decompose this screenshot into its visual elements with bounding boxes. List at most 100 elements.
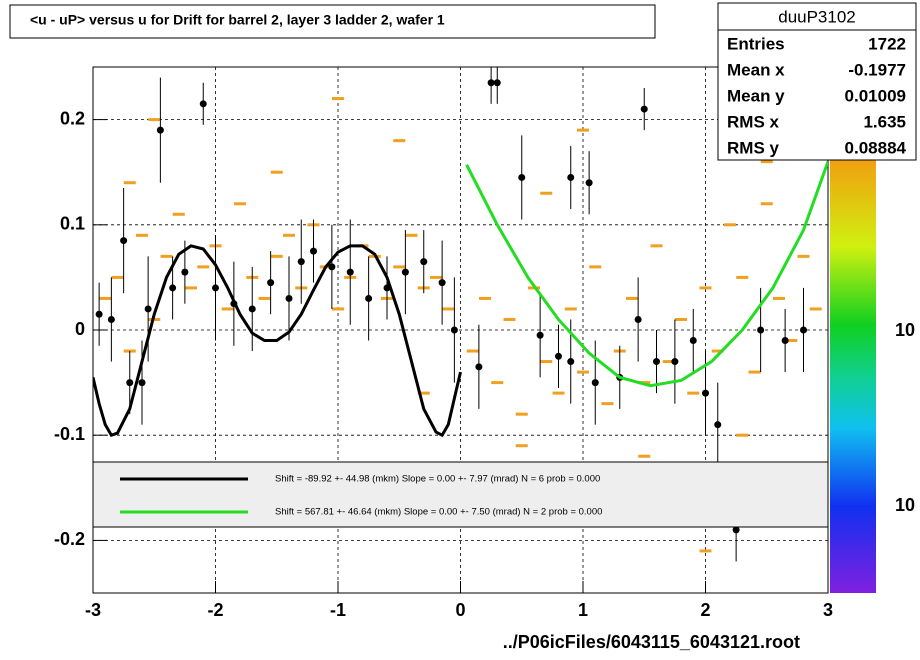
profile-point — [438, 279, 446, 287]
profile-point — [285, 294, 293, 302]
y-tick-label: -0.2 — [54, 529, 85, 549]
profile-point — [671, 358, 679, 366]
x-tick-label: -1 — [330, 600, 346, 620]
histogram-cell — [638, 454, 651, 458]
profile-point — [420, 258, 428, 266]
y-tick-label: 0.1 — [60, 214, 85, 234]
histogram-cell — [662, 360, 675, 364]
histogram-cell — [491, 381, 504, 385]
legend-box — [92, 461, 829, 528]
stats-box: duuP3102 Entries 1722 Mean x -0.1977 Mean y 0… — [717, 2, 917, 161]
histogram-cell — [699, 549, 712, 553]
profile-point — [401, 268, 409, 276]
profile-point — [585, 179, 593, 187]
profile-point — [487, 79, 495, 87]
histogram-cell — [270, 254, 283, 258]
fit-curve — [93, 244, 462, 438]
histogram-cell — [748, 370, 761, 374]
profile-point — [310, 247, 317, 255]
histogram-cell — [270, 170, 283, 174]
histogram-cell — [479, 296, 491, 300]
stats-label: Mean y — [727, 86, 785, 105]
profile-point — [493, 79, 501, 87]
stats-value: 1722 — [868, 34, 906, 53]
histogram-cell — [503, 317, 516, 321]
histogram-cell — [773, 296, 785, 300]
fit-curve — [465, 161, 828, 388]
histogram-cell — [393, 139, 406, 143]
profile-point — [634, 315, 642, 323]
histogram-cell — [552, 391, 565, 395]
histogram-cell — [626, 296, 638, 300]
stats-frame — [717, 2, 917, 161]
profile-point — [689, 337, 697, 345]
y-tick-label: 0.2 — [60, 108, 85, 128]
histogram-cell — [675, 317, 687, 321]
profile-point — [567, 358, 575, 366]
profile-point — [248, 305, 256, 313]
x-axis-label: ../P06icFiles/6043115_6043121.root — [503, 632, 800, 652]
profile-point — [297, 258, 305, 266]
y-tick-label: -0.1 — [54, 424, 85, 444]
histogram-cell — [564, 307, 577, 311]
profile-point — [732, 526, 740, 534]
title-box — [9, 4, 656, 39]
histogram-cell — [687, 391, 700, 395]
x-tick-label: 3 — [823, 600, 833, 620]
profile-point — [653, 358, 660, 366]
histogram-cell — [393, 265, 406, 269]
histogram-cell — [405, 233, 418, 237]
profile-point — [346, 268, 354, 276]
histogram-cell — [760, 160, 773, 164]
histogram-cell — [442, 307, 455, 311]
profile-point — [107, 315, 115, 323]
profile-point — [757, 326, 765, 334]
histogram-cell — [724, 223, 736, 227]
profile-point — [567, 173, 575, 181]
histogram-cell — [650, 244, 663, 248]
x-tick-label: 2 — [700, 600, 710, 620]
histogram-cell — [148, 118, 161, 122]
stats-value: -0.1977 — [848, 60, 906, 79]
profile-point — [365, 294, 373, 302]
colorbar-label: 10 — [895, 495, 915, 515]
histogram-cell — [332, 307, 344, 311]
profile-point — [781, 337, 789, 345]
histogram-cell — [785, 339, 798, 343]
profile-point — [126, 379, 134, 387]
profile-point — [800, 326, 807, 334]
stats-value: 0.08884 — [845, 138, 907, 157]
profile-point — [120, 237, 128, 245]
x-tick-label: 1 — [578, 600, 588, 620]
profile-point — [169, 284, 177, 292]
stats-value: 0.01009 — [845, 86, 906, 105]
histogram-cell — [601, 402, 614, 406]
histogram-cell — [185, 286, 197, 290]
histogram-cell — [160, 254, 173, 258]
stats-title: duuP3102 — [778, 7, 856, 26]
profile-point — [702, 389, 709, 397]
histogram-cell — [332, 97, 344, 101]
histogram-cell — [699, 286, 712, 290]
y-tick-label: 0 — [75, 319, 85, 339]
histogram-cell — [577, 370, 589, 374]
x-tick-label: -3 — [85, 600, 101, 620]
histogram-cell — [417, 391, 430, 395]
histogram-cell — [111, 275, 124, 279]
stats-label: Entries — [727, 34, 785, 53]
profile-point — [199, 100, 207, 108]
profile-point — [328, 263, 336, 271]
profile-point — [267, 279, 275, 287]
histogram-cell — [760, 202, 773, 206]
histogram-cell — [515, 444, 528, 448]
profile-point — [475, 363, 483, 371]
x-tick-label: 0 — [455, 600, 465, 620]
histogram-cell — [430, 275, 442, 279]
histogram-cell — [515, 412, 528, 416]
legend-label: Shift = 567.81 +- 46.64 (mkm) Slope = 0.… — [275, 507, 602, 518]
profile-point — [144, 305, 152, 313]
histogram-cell — [136, 233, 148, 237]
stats-label: RMS x — [727, 112, 780, 131]
profile-point — [138, 379, 146, 387]
